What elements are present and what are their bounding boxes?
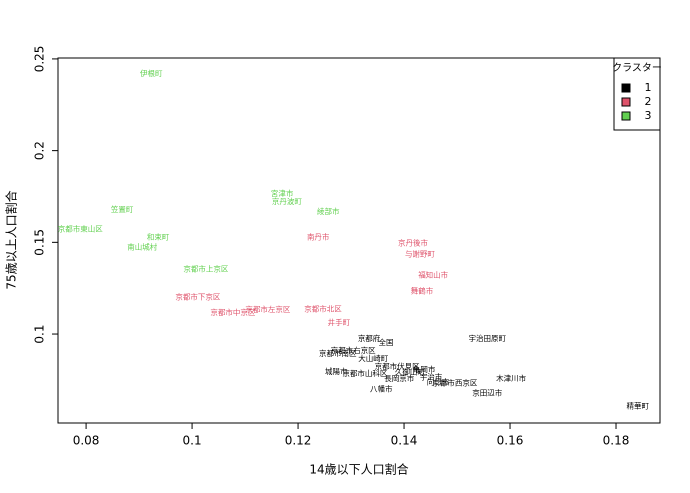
y-tick-label: 0.15	[33, 229, 47, 256]
point-label: 木津川市	[496, 373, 526, 383]
point-label: 舞鶴市	[411, 285, 434, 295]
point-label: 京都市南区	[319, 348, 357, 358]
point-label: 京都市東山区	[58, 224, 103, 234]
y-tick-label: 0.1	[33, 324, 47, 343]
point-label: 京丹波町	[272, 196, 302, 206]
point-label: 京都市北区	[304, 303, 342, 313]
legend-label: 3	[645, 109, 652, 122]
point-label: 精華町	[626, 400, 649, 410]
point-label: 長岡京市	[384, 373, 414, 383]
point-label: 向日市	[427, 377, 450, 387]
legend-title: クラスター	[612, 62, 662, 74]
point-label: 京田辺市	[472, 388, 502, 398]
legend-swatch	[621, 111, 631, 121]
point-label: 宮津市	[271, 188, 294, 198]
legend-swatch	[621, 83, 631, 93]
point-label: 南山城村	[127, 242, 157, 252]
point-label: 井手町	[328, 317, 351, 327]
x-tick-label: 0.18	[603, 434, 630, 448]
point-label: 久御山町	[395, 367, 425, 377]
legend-label: 2	[645, 95, 652, 108]
point-label: 笠置町	[111, 204, 134, 214]
point-label: 京都市下京区	[175, 291, 220, 301]
y-tick-label: 0.2	[33, 141, 47, 160]
point-label: 京都市山科区	[342, 368, 387, 378]
y-tick-label: 0.25	[33, 46, 47, 73]
point-label: 綾部市	[317, 206, 340, 216]
point-label: 京都市右京区	[331, 345, 376, 355]
x-tick-label: 0.08	[73, 434, 100, 448]
point-label: 京都市伏見区	[375, 361, 420, 371]
x-tick-label: 0.1	[183, 434, 202, 448]
legend-label: 1	[645, 81, 652, 94]
x-tick-label: 0.16	[497, 434, 524, 448]
point-label: 京都府	[358, 333, 381, 343]
point-label: 伊根町	[140, 68, 163, 78]
point-label: 京都市西京区	[432, 378, 477, 388]
point-label: 福知山市	[418, 269, 448, 279]
y-axis-label: 75歳以上人口割合	[4, 190, 19, 289]
point-label: 宇治田原町	[468, 333, 506, 343]
x-tick-label: 0.14	[391, 434, 418, 448]
point-label: 城陽市	[325, 366, 348, 376]
point-label: 京都市中京区	[210, 307, 255, 317]
point-label: 亀岡市	[413, 364, 436, 374]
point-label: 京都市上京区	[183, 263, 228, 273]
point-label: 京都市左京区	[245, 304, 290, 314]
point-label: 与謝野町	[405, 249, 435, 259]
point-label: 京丹後市	[398, 238, 428, 248]
x-tick-label: 0.12	[285, 434, 312, 448]
point-label: 八幡市	[370, 384, 393, 394]
point-label: 宇治市	[420, 372, 443, 382]
x-axis-label: 14歳以下人口割合	[309, 462, 408, 477]
point-label: 和束町	[147, 233, 170, 242]
point-label: 全国	[379, 337, 394, 347]
point-label: 大山崎町	[358, 353, 388, 363]
point-label: 南丹市	[307, 232, 330, 242]
legend-swatch	[621, 97, 631, 107]
plot-frame	[57, 57, 661, 424]
